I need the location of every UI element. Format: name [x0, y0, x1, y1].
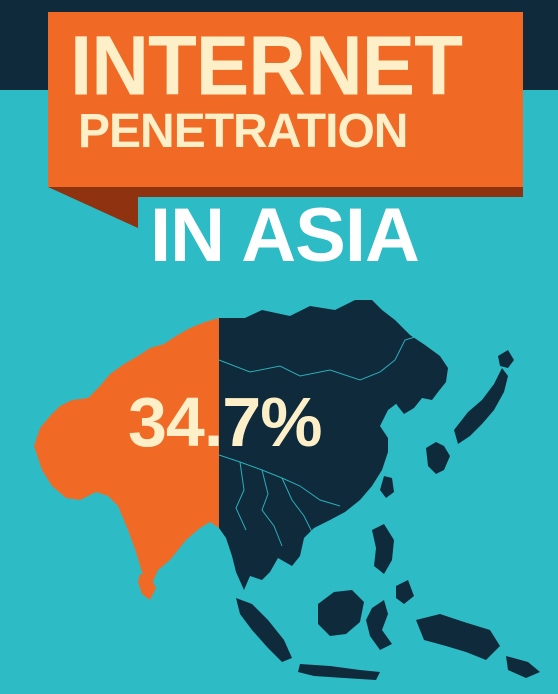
- title-line-internet: INTERNET: [70, 19, 463, 113]
- title-line-penetration: PENETRATION: [78, 105, 408, 158]
- title-line-in-asia: IN ASIA: [150, 193, 420, 278]
- country-borders: [218, 335, 419, 547]
- penetration-percentage: 34.7%: [128, 383, 322, 461]
- title-banner: [48, 12, 523, 187]
